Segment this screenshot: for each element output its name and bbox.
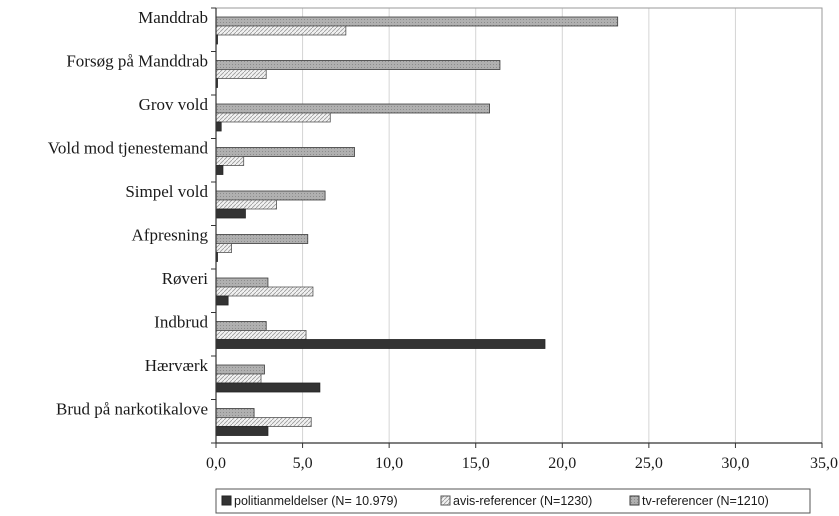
category-label: Vold mod tjenestemand [48,139,209,158]
bar [215,408,255,418]
legend-label: avis-referencer (N=1230) [453,494,592,508]
x-tick-label: 25,0 [635,455,663,472]
legend-box [215,488,811,514]
category-label: Indbrud [154,313,208,332]
legend-swatch [440,495,451,506]
x-tick-label: 5,0 [293,455,313,472]
bar [215,382,321,393]
bar [215,60,501,70]
bar [215,69,267,79]
category-label: Brud på narkotikalove [56,400,208,419]
category-label: Simpel vold [125,182,208,201]
plot-area: Manddrab Forsøg på Manddrab Grov vold Vold … [48,7,838,472]
bar [215,243,232,253]
bar [215,165,224,175]
x-tick-label: 10,0 [375,455,403,472]
bar [215,277,269,288]
bar [215,321,267,331]
bar [215,16,619,27]
bar [215,373,262,384]
legend-swatch [629,495,640,506]
bar [215,112,331,123]
category-label: Grov vold [139,95,209,114]
bar [215,103,490,114]
bar [215,330,307,340]
bar [215,295,229,306]
bar [215,286,314,297]
bar [215,25,347,36]
x-tick-label: 35,0 [810,455,838,472]
category-label: Afpresning [132,226,209,245]
x-tick-label: 0,0 [206,455,226,472]
legend-label: tv-referencer (N=1210) [642,494,769,508]
bar [215,364,265,375]
plot-frame [215,7,823,444]
x-tick-label: 30,0 [721,455,749,472]
bar [215,426,269,436]
category-label: Røveri [162,269,209,288]
legend: politianmeldelser (N= 10.979) avis-refere… [215,488,811,514]
bar [215,190,326,201]
bar [215,121,222,132]
category-label: Manddrab [138,8,208,27]
bar [215,339,546,349]
bar [215,417,312,427]
x-tick-label: 20,0 [548,455,576,472]
category-label: Forsøg på Manddrab [66,52,208,71]
bar [215,156,245,166]
bar [215,234,309,244]
x-tick-label: 15,0 [462,455,490,472]
legend-label: politianmeldelser (N= 10.979) [234,494,398,508]
legend-swatch [221,495,232,506]
bar [215,208,246,219]
bar [215,199,277,210]
bar [215,147,355,157]
category-label: Hærværk [145,356,209,375]
